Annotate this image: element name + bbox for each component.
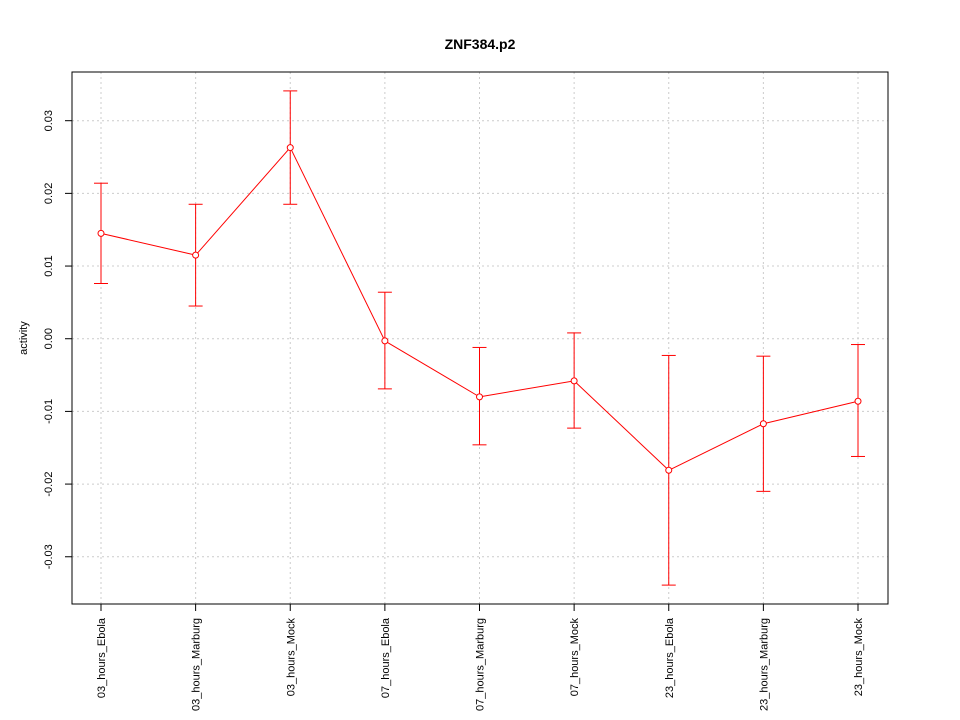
series-segment (289, 147, 386, 342)
data-points (97, 144, 862, 474)
grid (72, 72, 888, 604)
data-point (570, 377, 578, 385)
x-tick-label: 03_hours_Marburg (191, 618, 203, 711)
y-axis-label: activity (18, 321, 30, 355)
y-tick-label: -0.02 (43, 472, 55, 497)
series-segment (100, 232, 196, 256)
x-axis: 03_hours_Ebola 03_hours_Marburg 03_hours_M… (96, 604, 865, 711)
data-point (192, 251, 200, 259)
series-line (100, 147, 859, 471)
x-tick-label: 23_hours_Ebola (664, 617, 676, 698)
x-tick-label: 23_hours_Marburg (758, 618, 770, 711)
data-point (97, 229, 105, 237)
data-point (759, 420, 767, 428)
series-segment (573, 380, 670, 471)
y-tick-label: 0.02 (43, 183, 55, 204)
x-tick-label: 03_hours_Mock (285, 618, 297, 697)
series-segment (763, 400, 859, 425)
data-point (286, 144, 294, 152)
x-tick-label: 07_hours_Marburg (475, 618, 487, 711)
y-tick-label: -0.03 (43, 544, 55, 569)
x-tick-label: 23_hours_Mock (853, 618, 865, 697)
y-axis: -0.03 -0.02 -0.01 0.00 0.01 0.02 0.03 (43, 110, 72, 569)
series-segment (195, 147, 291, 256)
y-tick-label: 0.03 (43, 110, 55, 131)
data-point (665, 466, 673, 474)
series-segment (479, 380, 575, 398)
series-segment (668, 423, 764, 471)
x-tick-label: 03_hours_Ebola (96, 617, 108, 698)
data-point (476, 393, 483, 401)
x-tick-label: 07_hours_Ebola (380, 617, 392, 698)
y-tick-label: 0.01 (43, 255, 55, 276)
y-tick-label: -0.01 (43, 399, 55, 424)
series-segment (384, 340, 480, 398)
data-point (381, 337, 389, 345)
data-point (854, 397, 862, 405)
y-tick-label: 0.00 (43, 328, 55, 349)
chart-title: ZNF384.p2 (445, 36, 516, 52)
x-tick-label: 07_hours_Mock (569, 618, 581, 697)
